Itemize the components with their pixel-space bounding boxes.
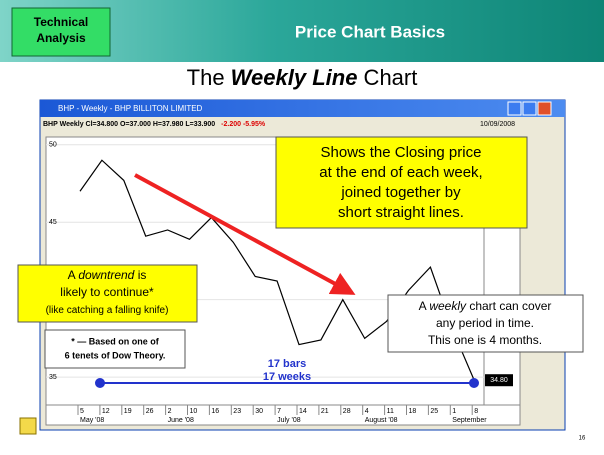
- x-axis-band: [45, 404, 521, 426]
- callout-text: This one is 4 months.: [428, 333, 542, 347]
- month-label: May '08: [80, 417, 104, 424]
- window-titlebar: [40, 100, 565, 117]
- callout-part: likely to continue*: [60, 285, 154, 299]
- callout-text: short straight lines.: [338, 204, 464, 221]
- month-label: September: [452, 417, 487, 424]
- price-line: [79, 159, 475, 381]
- maximize-button[interactable]: [522, 101, 537, 116]
- dow-callout: [44, 329, 186, 369]
- callout-text: at the end of each week,: [319, 164, 482, 181]
- x-tick-label: 18: [409, 408, 417, 415]
- info-bar: BHP Weekly Cl=34.800 O=37.000 H=37.980 L…: [43, 121, 266, 128]
- month-label: June '08: [168, 417, 194, 424]
- x-tick-label: 4: [365, 408, 369, 415]
- month-label: July '08: [277, 417, 301, 424]
- x-tick-label: 19: [124, 408, 132, 415]
- callout-text: A downtrend is: [68, 268, 147, 282]
- callout-part: weekly: [429, 299, 467, 313]
- downtrend-callout: [17, 264, 198, 323]
- value-label-box: [485, 374, 513, 387]
- header-title: Price Chart Basics: [295, 22, 445, 41]
- x-tick-label: 26: [146, 408, 154, 415]
- callout-part: A: [419, 299, 430, 313]
- x-tick-label: 16: [211, 408, 219, 415]
- x-tick-label: 25: [430, 408, 438, 415]
- x-tick-label: 28: [343, 408, 351, 415]
- value-label: 34.80: [490, 377, 508, 384]
- x-tick-label: 1: [452, 408, 456, 415]
- title-part: The: [187, 65, 231, 90]
- slide-title: The Weekly Line Chart: [187, 65, 418, 90]
- callout-text: joined together by: [340, 184, 461, 201]
- date: 10/09/2008: [480, 121, 515, 128]
- x-tick-label: 11: [387, 408, 394, 415]
- window-title: BHP - Weekly - BHP BILLITON LIMITED: [58, 104, 203, 113]
- title-part: Chart: [357, 65, 417, 90]
- y-tick-label: 45: [49, 219, 57, 226]
- callout-part: (like catching a falling knife): [46, 305, 169, 316]
- logo-icon: [19, 417, 37, 435]
- closing-callout: [275, 136, 528, 229]
- callout-text: 6 tenets of Dow Theory.: [65, 350, 166, 360]
- callout-part: downtrend: [78, 268, 134, 282]
- callout-part: any period in time.: [436, 316, 534, 330]
- callout-text: any period in time.: [436, 316, 534, 330]
- month-label: August '08: [365, 417, 398, 424]
- x-tick-label: 10: [190, 408, 198, 415]
- bars-label: 17 weeks: [263, 371, 311, 383]
- section-label: Technical: [34, 15, 88, 29]
- x-tick-label: 23: [233, 408, 241, 415]
- minimize-button[interactable]: [507, 101, 522, 116]
- section-box: [11, 7, 111, 57]
- x-tick-label: 12: [102, 408, 110, 415]
- x-tick-label: 21: [321, 408, 329, 415]
- x-tick-label: 5: [80, 408, 84, 415]
- callout-part: is: [134, 268, 146, 282]
- callout-text: A weekly chart can cover: [419, 299, 552, 313]
- x-tick-label: 14: [299, 408, 307, 415]
- callout-part: A: [68, 268, 79, 282]
- change: -2.200 -5.95%: [221, 121, 266, 128]
- callout-part: chart can cover: [466, 299, 551, 313]
- trend-arrow: [134, 173, 356, 295]
- section-label: Analysis: [36, 31, 86, 45]
- x-tick-label: 30: [255, 408, 263, 415]
- x-tick-label: 7: [277, 408, 281, 415]
- callout-text: Shows the Closing price: [321, 144, 482, 161]
- callout-text: (like catching a falling knife): [46, 305, 169, 316]
- weekly-callout: [387, 294, 584, 353]
- x-tick-label: 2: [168, 408, 172, 415]
- y-tick-label: 35: [49, 374, 57, 381]
- close-button[interactable]: [537, 101, 552, 116]
- x-tick-label: 8: [474, 408, 478, 415]
- callout-text: * — Based on one of: [71, 336, 160, 346]
- page-number: 16: [579, 436, 586, 442]
- callout-part: This one is 4 months.: [428, 333, 542, 347]
- info: BHP Weekly Cl=34.800 O=37.000 H=37.980 L…: [43, 121, 215, 128]
- title-part: Weekly Line: [231, 65, 358, 90]
- callout-text: likely to continue*: [60, 285, 154, 299]
- y-tick-label: 50: [49, 142, 57, 149]
- bars-label: 17 bars: [268, 358, 307, 370]
